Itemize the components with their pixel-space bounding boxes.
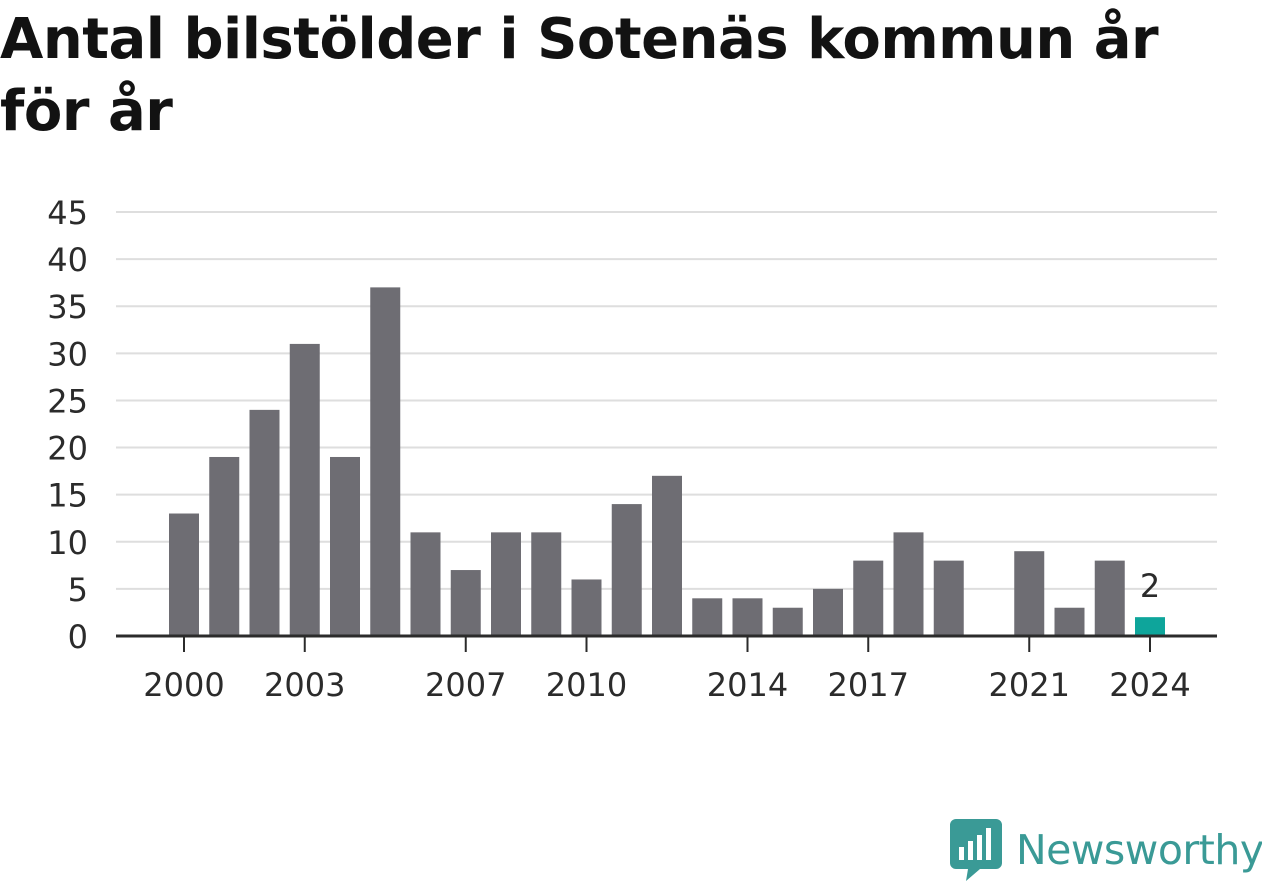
x-tick-label: 2003	[264, 666, 345, 704]
data-labels: 2	[1140, 567, 1160, 605]
x-tick-label: 2014	[707, 666, 788, 704]
x-tick-label: 2000	[143, 666, 224, 704]
newsworthy-logo-icon	[950, 819, 1002, 881]
x-tick-label: 2021	[989, 666, 1070, 704]
y-tick-label: 30	[47, 335, 88, 373]
y-tick-label: 20	[47, 430, 88, 468]
y-tick-label: 40	[47, 241, 88, 279]
bar	[1014, 551, 1045, 636]
bar	[450, 570, 481, 636]
bars	[169, 287, 1165, 636]
x-axis-tick-labels: 2000 2003 2007 2010 2014 2017 2021 2024	[143, 666, 1190, 704]
bar	[531, 532, 562, 636]
x-tick-label: 2010	[546, 666, 627, 704]
bar	[169, 513, 199, 636]
y-tick-label: 10	[47, 524, 88, 562]
bar	[1054, 607, 1085, 636]
bar	[410, 532, 441, 636]
bar	[853, 560, 884, 636]
data-label: 2	[1140, 567, 1160, 605]
y-tick-label: 25	[47, 382, 88, 420]
bar	[370, 287, 401, 636]
bar	[933, 560, 964, 636]
bar	[1094, 560, 1125, 636]
bar	[692, 598, 723, 636]
y-tick-label: 35	[47, 288, 88, 326]
y-tick-label: 0	[68, 618, 88, 656]
y-tick-label: 5	[68, 571, 88, 609]
newsworthy-logo: Newsworthy	[950, 818, 1262, 882]
bar-highlight	[1135, 617, 1165, 636]
y-axis-tick-labels: 0 5 10 15 20 25 30 35 40 45	[47, 194, 88, 656]
bar	[209, 456, 240, 636]
bar	[813, 588, 843, 636]
x-tick-label: 2007	[425, 666, 506, 704]
bar	[652, 475, 682, 636]
x-tick-label: 2024	[1109, 666, 1190, 704]
bar	[893, 532, 924, 636]
bar	[289, 343, 320, 636]
y-tick-label: 15	[47, 477, 88, 515]
bar	[571, 579, 602, 636]
brand-name: Newsworthy	[1016, 826, 1262, 874]
bar	[772, 607, 803, 636]
x-axis	[116, 634, 1217, 652]
bar	[330, 456, 360, 636]
bar	[491, 532, 521, 636]
bar	[249, 409, 280, 636]
chart-title: Antal bilstölder i Sotenäs kommun år för…	[0, 7, 1159, 144]
bar	[732, 598, 763, 636]
x-tick-label: 2017	[828, 666, 909, 704]
y-tick-label: 45	[47, 194, 88, 232]
bar	[611, 504, 642, 636]
